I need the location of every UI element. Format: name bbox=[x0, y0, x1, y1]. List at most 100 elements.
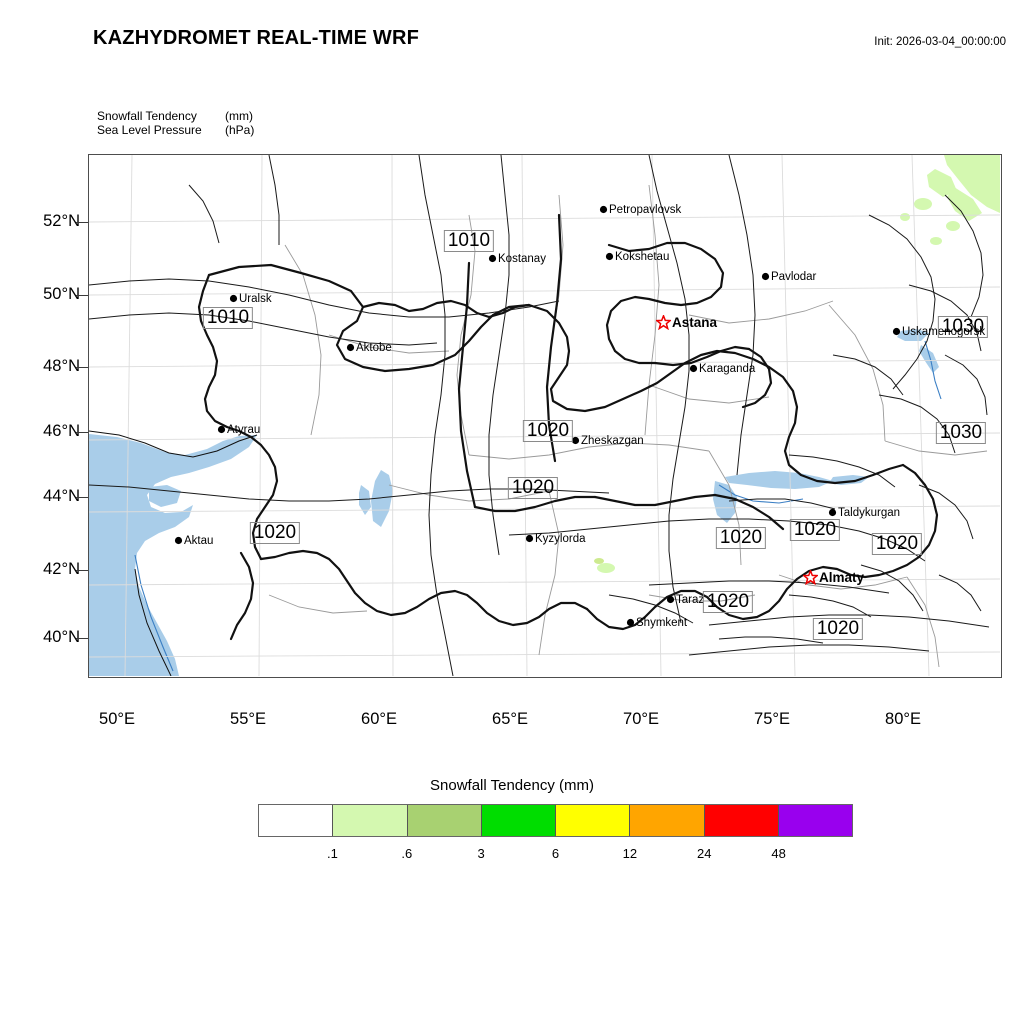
isobar-label: 1030 bbox=[935, 422, 987, 444]
field-name-1: Sea Level Pressure bbox=[97, 123, 202, 137]
city-dot-icon bbox=[626, 613, 635, 630]
city-dot-icon bbox=[605, 247, 614, 264]
field-subtitle-row-0: Snowfall Tendency (mm) bbox=[97, 109, 254, 123]
city-dot-icon bbox=[229, 289, 238, 306]
colorbar-tick-label: 24 bbox=[697, 846, 712, 861]
city-marker-petropavlovsk[interactable]: Petropavlovsk bbox=[599, 200, 681, 218]
city-dot-icon bbox=[666, 590, 675, 607]
city-marker-kostanay[interactable]: Kostanay bbox=[488, 249, 546, 267]
isobar-contours-layer bbox=[89, 155, 990, 676]
field-units-0: (mm) bbox=[225, 109, 253, 123]
city-marker-almaty[interactable]: Almaty bbox=[801, 568, 864, 587]
city-dot-icon bbox=[525, 529, 534, 546]
colorbar-swatch-3[interactable] bbox=[480, 805, 555, 836]
lon-tick-label: 65°E bbox=[492, 710, 528, 728]
city-marker-atyrau[interactable]: Atyrau bbox=[217, 420, 260, 438]
city-label: Kokshetau bbox=[615, 251, 670, 263]
lat-tick-label: 52°N bbox=[43, 212, 80, 230]
lat-tick-mark bbox=[76, 367, 88, 368]
city-marker-taldykurgan[interactable]: Taldykurgan bbox=[828, 503, 900, 521]
lat-tick-mark bbox=[76, 638, 88, 639]
city-dot-icon bbox=[217, 420, 226, 437]
lat-tick-mark bbox=[76, 432, 88, 433]
map-plot-area[interactable]: Petropavlovsk Kostanay Kokshetau Pavlodar Ur… bbox=[88, 154, 1002, 678]
page-title: KAZHYDROMET REAL-TIME WRF bbox=[93, 27, 420, 49]
city-marker-aktobe[interactable]: Aktobe bbox=[346, 338, 392, 356]
colorbar-tick-label: .6 bbox=[401, 846, 413, 861]
coastline-detail-layer bbox=[89, 430, 258, 676]
colorbar-swatch-0[interactable] bbox=[259, 805, 333, 836]
city-marker-kyzylorda[interactable]: Kyzylorda bbox=[525, 529, 586, 547]
isobar-label: 1030 bbox=[937, 316, 989, 338]
city-dot-icon bbox=[346, 338, 355, 355]
isobar-label: 1020 bbox=[249, 522, 301, 544]
isobar-label: 1020 bbox=[812, 618, 864, 640]
city-marker-karaganda[interactable]: Karaganda bbox=[689, 359, 755, 377]
capital-star-icon bbox=[801, 568, 820, 586]
capital-star-icon bbox=[654, 313, 673, 331]
colorbar-swatch-5[interactable] bbox=[629, 805, 704, 836]
city-label: Kostanay bbox=[498, 253, 546, 265]
lat-tick-mark bbox=[76, 295, 88, 296]
lon-tick-label: 55°E bbox=[230, 710, 266, 728]
isobar-label: 1010 bbox=[443, 230, 495, 252]
colorbar-tick-label: 3 bbox=[477, 846, 485, 861]
colorbar-swatch-7[interactable] bbox=[777, 805, 852, 836]
lat-tick-label: 44°N bbox=[43, 487, 80, 505]
city-dot-icon bbox=[571, 431, 580, 448]
colorbar-tick-labels: .1 .6 3 6 12 24 48 bbox=[258, 846, 853, 866]
isobar-label: 1020 bbox=[715, 527, 767, 549]
city-label: Astana bbox=[672, 315, 718, 330]
country-borders-layer bbox=[197, 213, 939, 641]
city-label: Zheskazgan bbox=[581, 435, 644, 447]
lat-tick-label: 40°N bbox=[43, 628, 80, 646]
field-subtitle: Snowfall Tendency (mm) Sea Level Pressure… bbox=[97, 109, 254, 137]
colorbar-swatch-4[interactable] bbox=[555, 805, 630, 836]
city-label: Uralsk bbox=[239, 293, 272, 305]
colorbar-title: Snowfall Tendency (mm) bbox=[430, 777, 594, 794]
colorbar-swatch-1[interactable] bbox=[332, 805, 407, 836]
city-marker-taraz[interactable]: Taraz bbox=[666, 590, 704, 608]
lon-tick-label: 50°E bbox=[99, 710, 135, 728]
colorbar-swatch-2[interactable] bbox=[406, 805, 481, 836]
lat-tick-mark bbox=[76, 497, 88, 498]
colorbar-tick-label: 12 bbox=[622, 846, 638, 861]
city-label: Taraz bbox=[676, 594, 705, 606]
field-subtitle-row-1: Sea Level Pressure (hPa) bbox=[97, 123, 254, 137]
graticule-layer bbox=[89, 155, 1000, 676]
colorbar-swatch-6[interactable] bbox=[703, 805, 778, 836]
city-label: Aktau bbox=[184, 535, 214, 547]
city-marker-aktau[interactable]: Aktau bbox=[174, 531, 213, 549]
isobar-label: 1020 bbox=[871, 533, 923, 555]
city-label: Shymkent bbox=[636, 617, 688, 629]
city-label: Aktobe bbox=[356, 342, 392, 354]
city-marker-kokshetau[interactable]: Kokshetau bbox=[605, 247, 669, 265]
city-label: Kyzylorda bbox=[535, 533, 586, 545]
colorbar-tick-label: 48 bbox=[771, 846, 786, 861]
city-marker-shymkent[interactable]: Shymkent bbox=[626, 613, 687, 631]
city-marker-zheskazgan[interactable]: Zheskazgan bbox=[571, 431, 644, 449]
lat-tick-label: 42°N bbox=[43, 560, 80, 578]
map-canvas bbox=[89, 155, 1000, 676]
colorbar[interactable] bbox=[258, 804, 853, 837]
snowfall-shading-layer bbox=[594, 155, 1000, 573]
init-time-label: Init: 2026-03-04_00:00:00 bbox=[874, 36, 1006, 48]
city-label: Karaganda bbox=[699, 363, 756, 375]
city-marker-pavlodar[interactable]: Pavlodar bbox=[761, 267, 816, 285]
lon-tick-label: 70°E bbox=[623, 710, 659, 728]
city-dot-icon bbox=[828, 503, 837, 520]
lat-tick-label: 46°N bbox=[43, 422, 80, 440]
lon-tick-label: 75°E bbox=[754, 710, 790, 728]
city-marker-astana[interactable]: Astana bbox=[654, 313, 718, 332]
colorbar-tick-label: 6 bbox=[551, 846, 560, 861]
city-label: Pavlodar bbox=[771, 271, 817, 283]
city-label: Atyrau bbox=[227, 424, 261, 436]
isobar-label: 1020 bbox=[507, 477, 559, 499]
lon-tick-label: 80°E bbox=[885, 710, 921, 728]
city-marker-uskamenogorsk[interactable]: Uskamenogorsk bbox=[892, 322, 985, 340]
isobar-label: 1020 bbox=[702, 591, 754, 613]
city-label: Uskamenogorsk bbox=[902, 326, 986, 338]
city-marker-uralsk[interactable]: Uralsk bbox=[229, 289, 272, 307]
field-units-1: (hPa) bbox=[225, 123, 255, 137]
